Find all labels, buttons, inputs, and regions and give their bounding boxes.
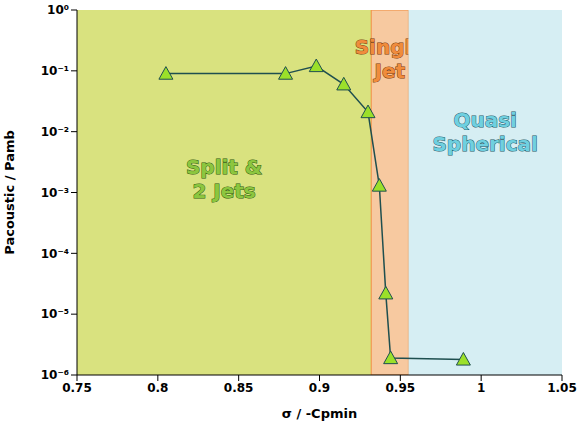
svg-text:10⁻⁴: 10⁻⁴	[41, 247, 69, 261]
svg-text:QuasiSpherical: QuasiSpherical	[432, 108, 537, 156]
svg-text:1.05: 1.05	[547, 381, 577, 395]
svg-text:10⁻²: 10⁻²	[41, 125, 69, 139]
svg-text:10⁻⁶: 10⁻⁶	[41, 368, 69, 382]
svg-text:10⁻¹: 10⁻¹	[41, 64, 69, 78]
svg-text:Pacoustic / Pamb: Pacoustic / Pamb	[2, 130, 17, 255]
html-text:Jet: Jet	[374, 58, 406, 83]
svg-text:10⁻³: 10⁻³	[41, 186, 69, 200]
svg-text:10⁻⁵: 10⁻⁵	[41, 307, 69, 321]
svg-text:0.85: 0.85	[224, 381, 254, 395]
svg-text:0.75: 0.75	[62, 381, 92, 395]
html-text:Single: Single	[354, 34, 425, 59]
svg-text:0.95: 0.95	[386, 381, 416, 395]
svg-text:σ / -Cpmin: σ / -Cpmin	[282, 406, 357, 421]
svg-text:0.9: 0.9	[309, 381, 330, 395]
svg-text:0.8: 0.8	[147, 381, 168, 395]
svg-text:Split &2 Jets: Split &2 Jets	[186, 155, 262, 203]
svg-text:10⁰: 10⁰	[47, 3, 69, 17]
svg-text:1: 1	[477, 381, 485, 395]
